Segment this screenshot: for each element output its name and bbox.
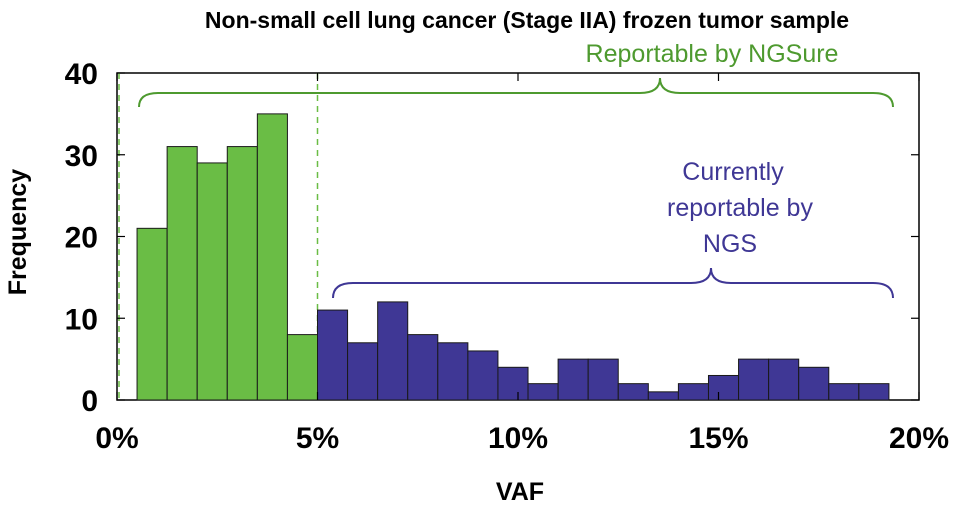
y-tick-label-0: 0 (81, 385, 98, 418)
bar-s1-17 (828, 383, 860, 401)
chart-title: Non-small cell lung cancer (Stage IIA) f… (205, 7, 849, 33)
x-tick-label-0: 0% (95, 422, 138, 455)
ngsure-brace (138, 77, 894, 108)
bar-s1-16 (798, 366, 830, 401)
bar-s1-14 (738, 358, 770, 401)
bar-s1-8 (557, 358, 589, 401)
ngsure-annotation: Reportable by NGSure (138, 40, 894, 108)
bar-s0-0 (136, 227, 168, 401)
y-tick-label-2: 20 (65, 222, 98, 255)
x-tick-label-1: 5% (296, 422, 339, 455)
bar-s1-18 (858, 383, 890, 401)
bar-s1-10 (617, 383, 649, 401)
bar-s1-6 (497, 366, 529, 401)
ngs-label-line-3: NGS (703, 230, 757, 258)
bar-s0-3 (226, 146, 258, 401)
bar-s1-3 (407, 334, 439, 401)
bar-s1-5 (467, 350, 499, 401)
x-tick-label-4: 20% (889, 422, 949, 455)
bar-s1-1 (347, 342, 379, 401)
y-tick-label-4: 40 (65, 58, 98, 91)
ngs-label-line-2: reportable by (667, 194, 813, 222)
y-axis-label: Frequency (4, 169, 32, 296)
axis-ticks (116, 72, 920, 401)
ngsure-label: Reportable by NGSure (586, 40, 839, 68)
x-tick-labels: 0% 5% 10% 15% 20% (95, 422, 949, 455)
histogram-bars (136, 113, 890, 401)
bar-s1-11 (647, 391, 679, 401)
x-axis-label: VAF (496, 478, 544, 506)
bar-s0-4 (256, 113, 288, 401)
bar-s1-0 (317, 309, 349, 401)
x-tick-label-3: 15% (688, 422, 748, 455)
bar-s1-13 (707, 374, 740, 401)
bar-s1-4 (437, 342, 469, 401)
y-tick-label-1: 10 (65, 303, 98, 336)
bar-s0-1 (166, 146, 198, 401)
ngs-brace (332, 267, 894, 299)
ngs-annotation: Currently reportable by NGS (332, 158, 894, 299)
ngs-label-line-1: Currently (682, 158, 784, 186)
x-tick-label-2: 10% (488, 422, 548, 455)
bar-s1-2 (377, 301, 409, 401)
bar-s1-15 (768, 358, 800, 401)
y-tick-label-3: 30 (65, 140, 98, 173)
bar-s0-2 (196, 162, 228, 401)
bar-s1-9 (587, 358, 619, 401)
bar-s1-7 (527, 383, 559, 401)
bar-s1-12 (677, 383, 709, 401)
bar-s0-5 (286, 334, 318, 401)
y-tick-labels: 0 10 20 30 40 (65, 58, 98, 418)
